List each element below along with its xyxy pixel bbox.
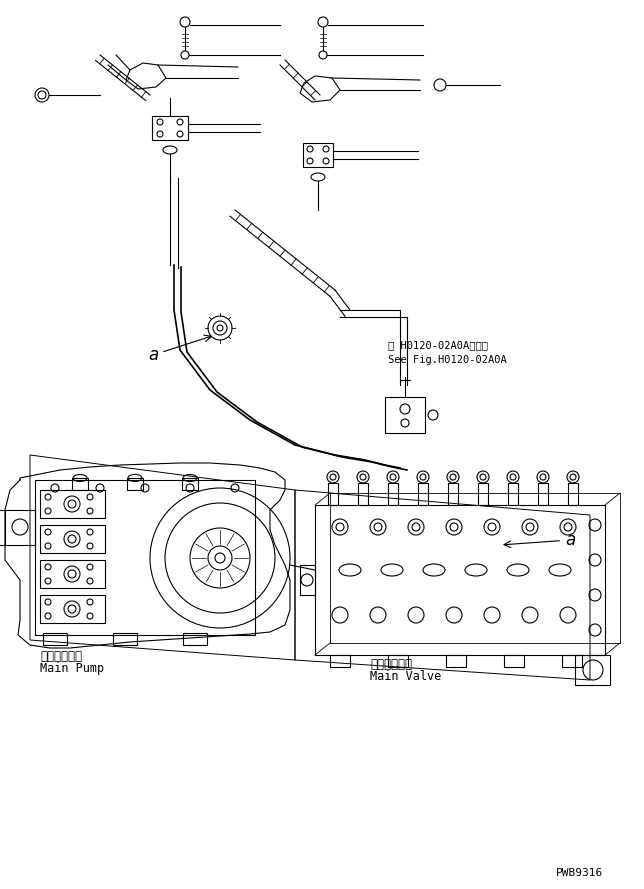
Bar (358, 483, 368, 505)
Bar (152, 116, 188, 140)
Bar (568, 483, 578, 505)
Text: Main Valve: Main Valve (370, 670, 441, 683)
Bar (328, 483, 338, 505)
Bar (5, 510, 35, 545)
Bar (303, 143, 333, 167)
Bar (448, 483, 458, 505)
Bar (575, 655, 610, 685)
Bar (330, 655, 350, 667)
Bar (183, 633, 207, 645)
Text: メインポンプ: メインポンプ (40, 650, 82, 663)
Bar (388, 483, 398, 505)
Text: メインバルブ: メインバルブ (370, 658, 412, 671)
Text: See Fig.H0120-02A0A: See Fig.H0120-02A0A (388, 355, 507, 365)
Bar (508, 483, 518, 505)
Bar (113, 633, 137, 645)
Bar (538, 483, 548, 505)
Bar (72, 478, 88, 490)
Bar (478, 483, 488, 505)
Bar (40, 525, 105, 553)
Bar (385, 397, 425, 433)
Bar (562, 655, 582, 667)
Bar (40, 595, 105, 623)
Bar (300, 565, 315, 595)
Bar (504, 655, 524, 667)
Text: PWB9316: PWB9316 (556, 868, 603, 878)
Bar (315, 505, 605, 655)
Bar (182, 478, 198, 490)
Text: a: a (504, 531, 575, 549)
Bar (40, 490, 105, 518)
Bar (43, 633, 67, 645)
Text: Main Pump: Main Pump (40, 662, 104, 675)
Bar (35, 480, 255, 635)
Bar (446, 655, 466, 667)
Text: 第 H0120-02A0A図参照: 第 H0120-02A0A図参照 (388, 340, 488, 350)
Bar (418, 483, 428, 505)
Text: a: a (148, 335, 211, 364)
Bar (388, 655, 408, 667)
Bar (127, 478, 143, 490)
Bar (40, 560, 105, 588)
